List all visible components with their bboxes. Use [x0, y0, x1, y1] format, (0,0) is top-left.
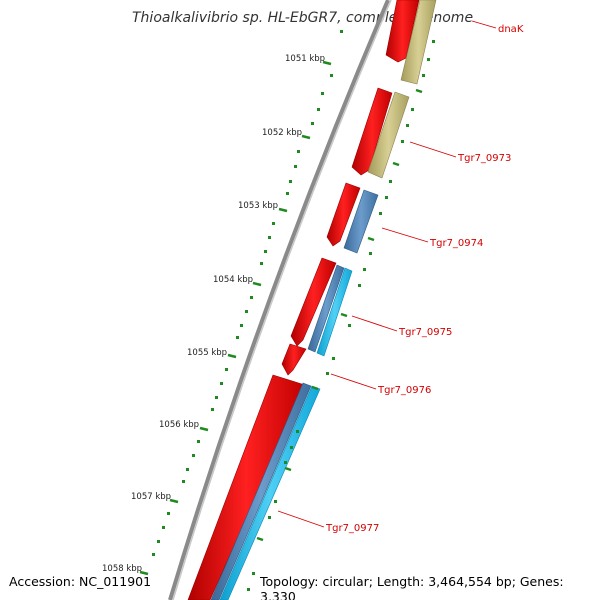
- topology-summary: Topology: circular; Length: 3,464,554 bp…: [260, 574, 564, 600]
- tick-label-1058: 1058 kbp: [102, 564, 142, 574]
- gene-dnaK: [385, 0, 420, 63]
- major-ticks: [139, 60, 332, 576]
- tick-label-1053: 1053 kbp: [238, 201, 278, 211]
- steel-track: [210, 189, 379, 600]
- gene-label-Tgr7_0976: Tgr7_0976: [377, 385, 431, 396]
- gene-label-Tgr7_0977: Tgr7_0977: [325, 523, 379, 534]
- gene-Tgr7_0975: [290, 257, 337, 347]
- tick-label-1051: 1051 kbp: [285, 54, 325, 64]
- gene-label-dnaK: dnaK: [498, 24, 524, 35]
- gene-Tgr7_0973: [351, 87, 393, 176]
- gene-label-Tgr7_0975: Tgr7_0975: [398, 327, 452, 338]
- gene-Tgr7_0977: [187, 374, 306, 600]
- gene-label-Tgr7_0973: Tgr7_0973: [457, 153, 511, 164]
- genome-backbone-highlight: [172, 0, 392, 600]
- inner-major-ticks: [256, 88, 423, 542]
- accession-label: Accession: NC_011901: [9, 574, 152, 589]
- tick-label-1057: 1057 kbp: [131, 492, 171, 502]
- outer-tick-ring: [152, 30, 343, 556]
- tick-label-1055: 1055 kbp: [187, 348, 227, 358]
- gene-callouts: [277, 20, 497, 528]
- tick-label-1056: 1056 kbp: [159, 420, 199, 430]
- map-title: Thioalkalivibrio sp. HL-EbGR7, complete …: [132, 10, 474, 26]
- gene-Tgr7_0974: [326, 182, 361, 247]
- tick-label-1052: 1052 kbp: [262, 128, 302, 138]
- tick-label-1054: 1054 kbp: [213, 275, 253, 285]
- cyan-track: [219, 267, 353, 600]
- cds-feature-track: [187, 0, 420, 600]
- gene-label-Tgr7_0974: Tgr7_0974: [429, 238, 483, 249]
- gene-Tgr7_0976: [281, 343, 307, 376]
- inner-tick-ring: [247, 40, 435, 591]
- olive-track: [367, 0, 437, 179]
- genome-backbone: [168, 0, 390, 600]
